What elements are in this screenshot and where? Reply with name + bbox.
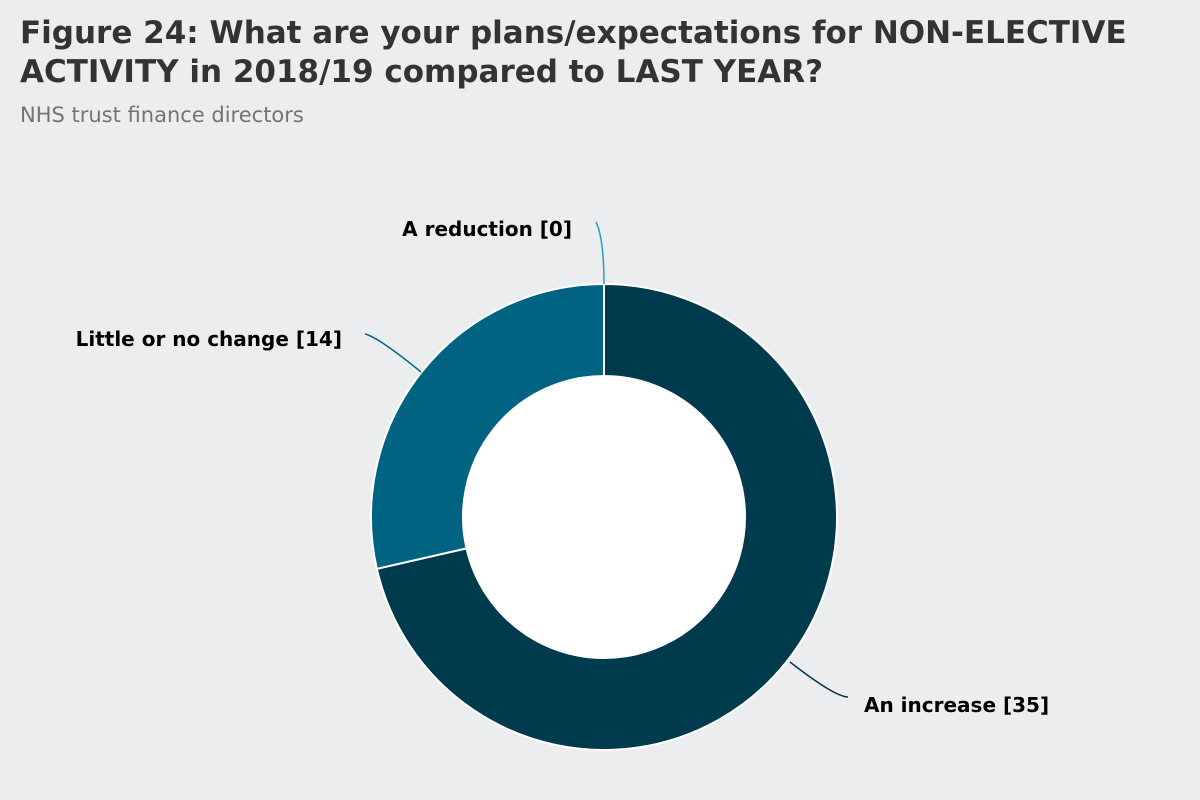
data-label-an-increase: An increase [35] [864, 693, 1049, 717]
donut-hole [464, 377, 744, 657]
donut-slice-little-or-no-change [370, 282, 605, 571]
data-label-little-or-no-change: Little or no change [14] [76, 327, 342, 351]
chart-title: Figure 24: What are your plans/expectati… [20, 15, 1127, 90]
leader-line-a-reduction [595, 221, 605, 285]
leader-line-an-increase [789, 661, 849, 698]
donut-slice-an-increase [375, 282, 838, 751]
data-label-a-reduction: A reduction [0] [402, 217, 572, 241]
chart-subtitle: NHS trust finance directors [20, 103, 304, 127]
leader-line-little-or-no-change [364, 333, 422, 373]
